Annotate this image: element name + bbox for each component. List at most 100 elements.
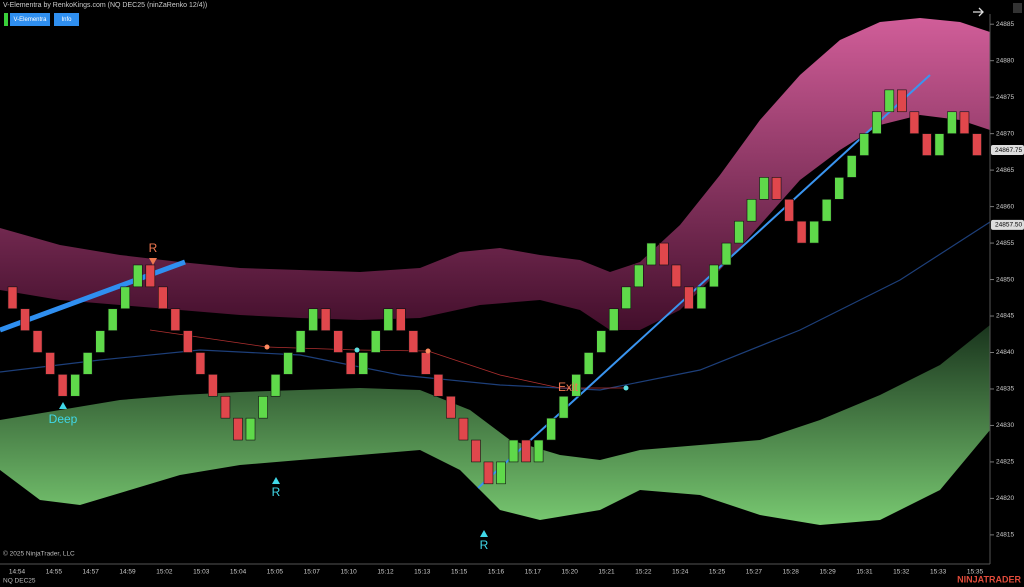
moving-average xyxy=(0,221,991,391)
x-tick-label: 15:17 xyxy=(525,569,542,576)
x-tick-label: 15:28 xyxy=(783,569,800,576)
annotation: R xyxy=(272,485,281,499)
y-tick-label: 24875 xyxy=(996,94,1014,101)
brick xyxy=(383,308,394,331)
brick xyxy=(508,439,519,463)
instrument: NQ DEC25 xyxy=(3,578,36,585)
brick xyxy=(82,352,93,375)
y-tick-label: 24860 xyxy=(996,203,1014,210)
marker xyxy=(59,402,67,409)
button[interactable] xyxy=(54,13,79,26)
brick xyxy=(70,374,80,397)
brick xyxy=(521,439,531,463)
button-label[interactable]: V-Elementra xyxy=(13,17,47,23)
upper-band xyxy=(0,18,990,330)
icon-box[interactable] xyxy=(1013,3,1022,13)
marker xyxy=(480,530,488,537)
brick xyxy=(458,417,469,441)
brick xyxy=(934,133,945,156)
brick xyxy=(345,352,356,375)
brick xyxy=(696,286,707,310)
dot xyxy=(425,348,431,354)
y-tick-label: 24840 xyxy=(996,349,1014,356)
x-tick-label: 15:21 xyxy=(598,569,615,576)
y-tick-label: 24855 xyxy=(996,240,1014,247)
brick xyxy=(358,352,369,375)
brick xyxy=(295,330,306,353)
brick xyxy=(746,198,757,222)
dot xyxy=(354,347,360,353)
x-tick-label: 15:32 xyxy=(893,569,910,576)
y-tick-label: 24820 xyxy=(996,495,1014,502)
bricks xyxy=(7,89,982,485)
brick xyxy=(571,374,581,397)
lower-band xyxy=(0,325,990,525)
brick xyxy=(734,220,744,244)
brick xyxy=(245,417,256,441)
copyright: © 2025 NinjaTrader, LLC xyxy=(3,550,75,558)
x-tick-label: 15:15 xyxy=(451,569,468,576)
brick xyxy=(258,395,268,419)
brick xyxy=(408,330,419,353)
x-tick-label: 15:12 xyxy=(377,569,394,576)
x-tick-label: 15:13 xyxy=(414,569,431,576)
button[interactable] xyxy=(10,13,50,26)
brick xyxy=(608,308,619,331)
brick xyxy=(170,308,181,331)
brick xyxy=(721,242,732,266)
y-tick-label: 24815 xyxy=(996,532,1014,539)
price-tag xyxy=(991,145,1024,156)
x-tick-label: 15:03 xyxy=(193,569,210,576)
dot xyxy=(264,344,270,350)
brick xyxy=(132,264,143,288)
brick xyxy=(947,111,957,134)
x-tick-label: 15:22 xyxy=(635,569,652,576)
x-tick-label: 15:16 xyxy=(488,569,505,576)
brick xyxy=(421,352,431,375)
brick xyxy=(909,111,920,134)
brick xyxy=(183,330,193,353)
brick xyxy=(684,286,694,310)
brick xyxy=(270,374,281,397)
brick xyxy=(796,220,807,244)
brick xyxy=(859,133,870,156)
brick xyxy=(32,330,43,353)
brick xyxy=(220,395,231,419)
x-tick-label: 15:05 xyxy=(267,569,284,576)
annotation: Deep xyxy=(49,412,78,426)
arrow-icon[interactable] xyxy=(973,7,984,17)
header-title: V-Elementra by RenkoKings.com (NQ DEC25 … xyxy=(3,2,207,9)
x-tick-label: 14:59 xyxy=(119,569,136,576)
button-label[interactable]: Info xyxy=(61,17,72,23)
brick xyxy=(596,330,607,353)
brick xyxy=(671,264,682,288)
x-tick-label: 15:10 xyxy=(340,569,357,576)
brick xyxy=(308,308,318,331)
brick xyxy=(57,374,68,397)
y-tick-label: 24870 xyxy=(996,130,1014,137)
brick xyxy=(759,177,769,200)
marker xyxy=(272,477,280,484)
y-tick-label: 24850 xyxy=(996,276,1014,283)
x-tick-label: 15:25 xyxy=(709,569,726,576)
brick xyxy=(446,395,456,419)
brick xyxy=(95,330,105,353)
brick xyxy=(821,198,832,222)
brick xyxy=(709,264,719,288)
brick xyxy=(959,111,970,134)
brick xyxy=(633,264,644,288)
brick xyxy=(972,133,982,156)
brick xyxy=(20,308,30,331)
brick xyxy=(533,439,544,463)
annotation: Exit xyxy=(558,380,579,394)
x-tick-label: 15:04 xyxy=(230,569,247,576)
x-tick-label: 15:29 xyxy=(819,569,836,576)
brick xyxy=(45,352,55,375)
brick xyxy=(558,395,569,419)
y-tick-label: 24845 xyxy=(996,313,1014,320)
brick xyxy=(370,330,381,353)
x-tick-label: 15:27 xyxy=(746,569,763,576)
price-tag-label: 24867.75 xyxy=(995,147,1022,154)
brick xyxy=(897,89,907,113)
